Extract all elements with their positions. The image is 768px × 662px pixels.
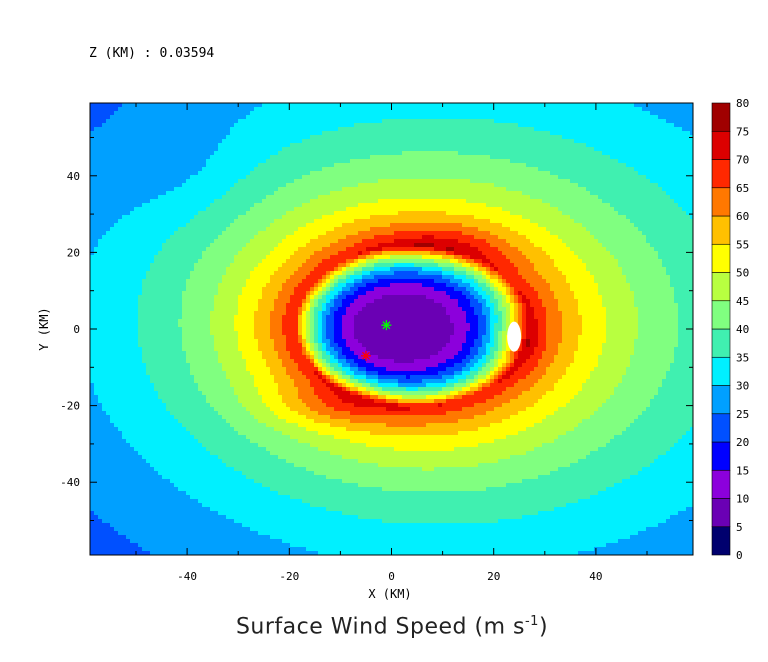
colorbar-label: 55 <box>736 238 749 251</box>
colorbar-label: 80 <box>736 97 749 110</box>
colorbar-swatch <box>711 215 731 245</box>
colorbar-label: 10 <box>736 493 749 506</box>
red-star-marker <box>360 350 371 361</box>
colorbar-swatch <box>711 526 731 556</box>
axes: -40 -20 0 20 40 -40 -20 0 20 40 <box>60 103 693 583</box>
y-tick-label: -40 <box>60 476 80 489</box>
colorbar-label: 75 <box>736 125 749 138</box>
colorbar-swatch <box>711 469 731 499</box>
colorbar-swatch <box>711 441 731 471</box>
colorbar-swatch <box>711 413 731 443</box>
x-tick-label: 40 <box>589 570 602 583</box>
colorbar-swatch <box>711 300 731 330</box>
x-tick-label: -20 <box>279 570 299 583</box>
y-tick-label: 0 <box>73 323 80 336</box>
colorbar-swatch <box>711 356 731 386</box>
colorbar-swatch <box>711 385 731 415</box>
x-tick-label: 0 <box>388 570 395 583</box>
x-tick-label: -40 <box>177 570 197 583</box>
y-axis-label: Y (KM) <box>37 307 51 351</box>
colorbar-label: 65 <box>736 182 749 195</box>
y-tick-label: 40 <box>67 170 80 183</box>
colorbar-swatch <box>711 272 731 302</box>
z-level-label: Z (KM) : 0.03594 <box>89 46 215 61</box>
chart-title-superscript: -1 <box>524 614 539 629</box>
colorbar-label: 40 <box>736 323 749 336</box>
colorbar-label: 0 <box>736 549 743 562</box>
green-star-marker <box>381 320 392 331</box>
colorbar-swatch <box>711 102 731 132</box>
colorbar-swatch <box>711 159 731 189</box>
y-tick-label: -20 <box>60 400 80 413</box>
colorbar-label: 15 <box>736 464 749 477</box>
max-wind-region <box>507 321 522 352</box>
chart-title: Surface Wind Speed (m s-1) <box>0 614 768 639</box>
colorbar-label: 50 <box>736 267 749 280</box>
colorbar: 0 5 10 15 20 25 30 35 40 45 50 55 60 65 70 75 80 <box>711 97 749 562</box>
colorbar-label: 5 <box>736 521 743 534</box>
colorbar-label: 35 <box>736 351 749 364</box>
colorbar-label: 70 <box>736 154 749 167</box>
colorbar-label: 20 <box>736 436 749 449</box>
x-axis-label: X (KM) <box>368 587 412 601</box>
y-tick-label: 20 <box>67 246 80 259</box>
colorbar-label: 60 <box>736 210 749 223</box>
colorbar-swatch <box>711 243 731 273</box>
colorbar-swatch <box>711 328 731 358</box>
plot-area <box>90 103 693 555</box>
chart-title-main: Surface Wind Speed (m s <box>235 614 525 640</box>
colorbar-swatch <box>711 187 731 217</box>
colorbar-label: 45 <box>736 295 749 308</box>
x-tick-label: 20 <box>487 570 500 583</box>
chart-title-suffix: ) <box>538 614 549 640</box>
colorbar-swatch <box>711 498 731 528</box>
colorbar-label: 25 <box>736 408 749 421</box>
colorbar-swatch <box>711 130 731 160</box>
colorbar-label: 30 <box>736 380 749 393</box>
